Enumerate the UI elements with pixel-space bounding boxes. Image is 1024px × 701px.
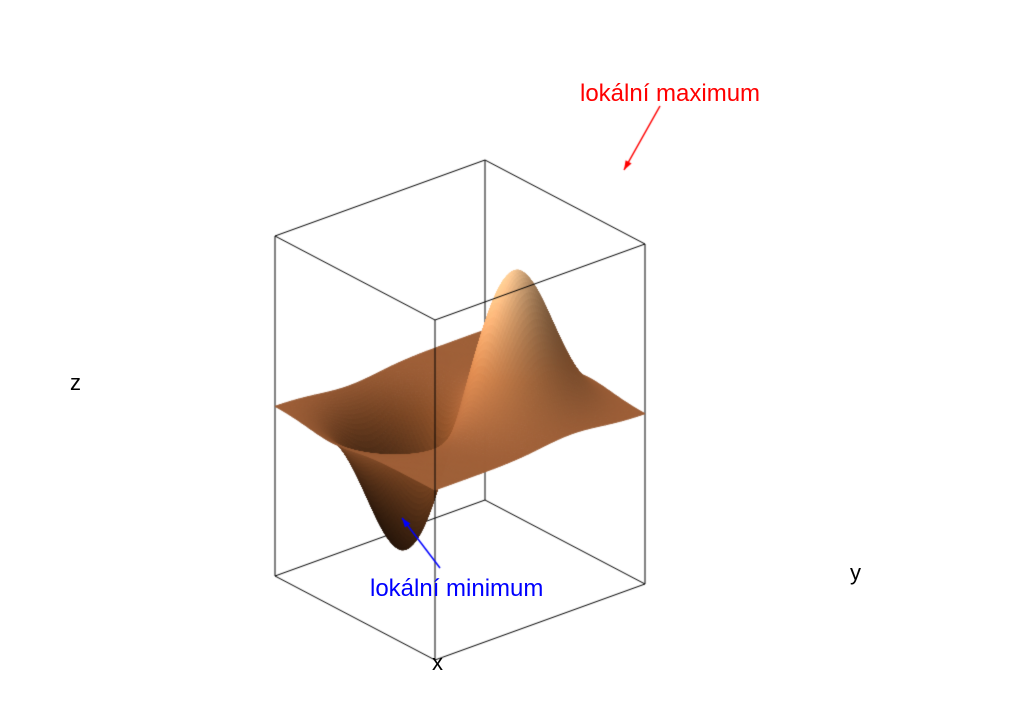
plot-container: x y z lokální maximum lokální minimum [0, 0, 1024, 701]
annotation-maximum: lokální maximum [580, 80, 760, 108]
axis-label-x: x [432, 650, 443, 676]
axis-label-y: y [850, 560, 861, 586]
annotation-minimum: lokální minimum [370, 575, 543, 603]
axis-label-z: z [70, 370, 81, 396]
